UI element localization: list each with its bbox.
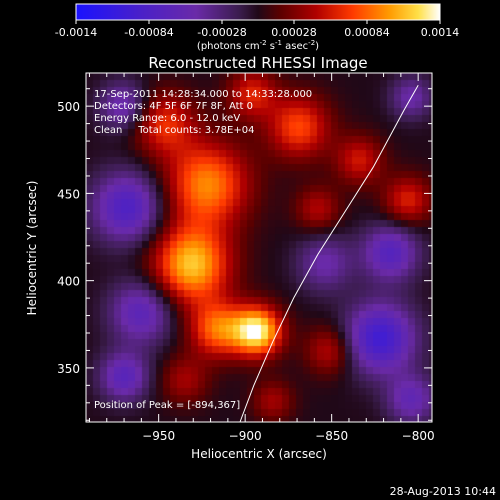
annotation-block: 17-Sep-2011 14:28:34.000 to 14:33:28.000… xyxy=(94,89,312,411)
annotation-peak: Position of Peak = [-894,367] xyxy=(94,400,240,411)
footer-timestamp: 28-Aug-2013 10:44 xyxy=(390,485,496,498)
x-tick-label: −800 xyxy=(402,429,435,443)
colorbar-tick-1: -0.00084 xyxy=(124,26,173,39)
colorbar-tick-0: -0.0014 xyxy=(55,26,97,39)
annotation-time: 17-Sep-2011 14:28:34.000 to 14:33:28.000 xyxy=(94,89,312,100)
annotation-clean: Clean Total counts: 3.78E+04 xyxy=(94,125,254,136)
heatmap-canvas xyxy=(86,73,432,422)
annotation-detectors: Detectors: 4F 5F 6F 7F 8F, Att 0 xyxy=(94,101,253,112)
x-tick-label: −950 xyxy=(142,429,175,443)
colorbar-tick-5: 0.0014 xyxy=(421,26,460,39)
y-tick-label: 350 xyxy=(57,362,80,376)
x-axis-label: Heliocentric X (arcsec) xyxy=(191,447,327,461)
axes: −950 −900 −850 −800 350 400 450 500 xyxy=(57,73,435,443)
colorbar: -0.0014 -0.00084 -0.00028 0.00028 0.0008… xyxy=(55,3,460,52)
y-tick-label: 500 xyxy=(57,100,80,114)
y-axis-label: Heliocentric Y (arcsec) xyxy=(25,181,39,316)
x-tick-label: −850 xyxy=(315,429,348,443)
y-tick-label: 400 xyxy=(57,275,80,289)
colorbar-tick-4: 0.00084 xyxy=(344,26,390,39)
colorbar-unit-label: (photons cm-2 s-1 asec-2) xyxy=(197,39,319,52)
plot-area xyxy=(86,73,432,422)
annotation-energy: Energy Range: 6.0 - 12.0 keV xyxy=(94,113,240,124)
plot-frame xyxy=(85,72,433,423)
x-tick-label: −900 xyxy=(229,429,262,443)
colorbar-gradient xyxy=(75,3,441,21)
colorbar-tick-2: -0.00028 xyxy=(197,26,246,39)
colorbar-tick-3: 0.00028 xyxy=(271,26,317,39)
chart-title: Reconstructed RHESSI Image xyxy=(148,54,367,72)
solar-limb-curve xyxy=(239,84,419,422)
y-tick-label: 450 xyxy=(57,187,80,201)
